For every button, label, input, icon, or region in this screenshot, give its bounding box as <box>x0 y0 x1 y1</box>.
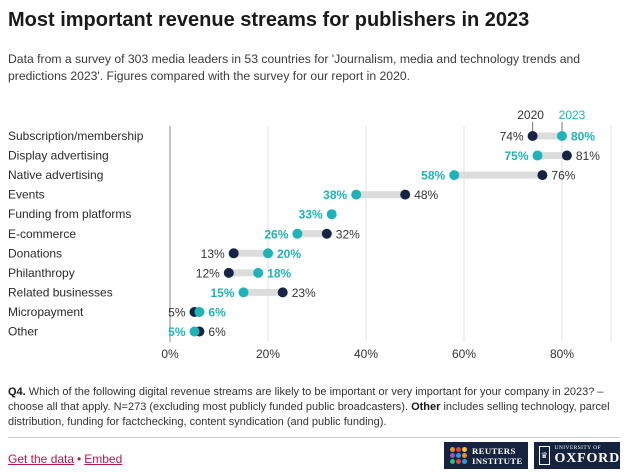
data-point-2020 <box>537 170 548 181</box>
category-label: E-commerce <box>8 227 76 241</box>
data-point-2020 <box>527 131 538 141</box>
footer-links: Get the data • Embed <box>8 452 122 466</box>
footnote: Q4. Which of the following digital reven… <box>8 385 620 430</box>
data-point-2020 <box>228 248 239 259</box>
data-point-2020 <box>223 267 234 278</box>
category-label: Related businesses <box>8 285 113 299</box>
data-point-2023 <box>449 170 460 181</box>
gridlines <box>169 126 612 342</box>
value-label-2023: 18% <box>267 266 291 280</box>
range-bar <box>297 230 327 238</box>
embed-link[interactable]: Embed <box>84 452 123 466</box>
value-label-2020: 23% <box>292 286 316 300</box>
category-label: Philanthropy <box>8 266 75 280</box>
data-point-2020 <box>400 189 411 200</box>
legend-label-2020: 2020 <box>517 108 544 122</box>
value-label-2020: 5% <box>168 305 186 319</box>
oxford-line-2: OXFORD <box>554 451 620 466</box>
value-label-2023: 5% <box>168 325 186 339</box>
footnote-text: Which of the following digital revenue s… <box>8 386 604 413</box>
value-label-2020: 6% <box>208 325 226 339</box>
oxford-line-1: UNIVERSITY OF <box>554 445 601 451</box>
category-label: Subscription/membership <box>8 129 144 143</box>
value-label-2023: 15% <box>210 286 234 300</box>
range-bar <box>454 171 543 179</box>
category-label: Funding from platforms <box>8 207 131 221</box>
value-label-2023: 58% <box>421 169 445 183</box>
data-points <box>189 131 572 337</box>
footnote-question-label: Q4. <box>8 386 26 398</box>
value-label-2020: 76% <box>551 169 575 183</box>
category-label: Micropayment <box>8 305 84 319</box>
category-label: Display advertising <box>8 149 109 163</box>
data-point-2023 <box>326 209 337 220</box>
reuters-logo-text: REUTERS INSTITUTE <box>472 446 523 466</box>
chart-subtitle: Data from a survey of 303 media leaders … <box>8 52 581 83</box>
data-point-2020 <box>321 228 332 239</box>
value-label-2020: 81% <box>576 149 600 163</box>
value-label-2023: 75% <box>504 149 528 163</box>
data-point-2020 <box>277 287 288 298</box>
value-label-2023: 80% <box>571 130 595 144</box>
value-labels: 74% 80% 75% 81% 58% 76% 38% 48% 33% 26% 32% 13% 20% 1… <box>168 130 600 340</box>
reuters-dots-icon <box>450 447 467 464</box>
x-tick-label: 0% <box>161 347 179 361</box>
value-label-2023: 20% <box>277 247 301 261</box>
data-point-2023 <box>292 228 303 239</box>
data-point-2023 <box>194 306 205 317</box>
data-point-2023 <box>238 287 249 298</box>
reuters-institute-logo[interactable]: REUTERS INSTITUTE <box>444 442 528 469</box>
data-point-2023 <box>351 189 362 200</box>
range-bar <box>532 132 562 140</box>
data-point-2023 <box>189 326 200 337</box>
data-point-2023 <box>532 150 543 161</box>
chart-title: Most important revenue streams for publi… <box>8 9 530 31</box>
footer-divider <box>8 437 620 438</box>
data-point-2020 <box>561 150 572 161</box>
link-separator: • <box>77 452 82 466</box>
range-bar <box>356 191 406 199</box>
value-label-2020: 32% <box>336 227 360 241</box>
data-point-2023 <box>253 267 264 278</box>
oxford-logo-text: UNIVERSITY OF OXFORD <box>555 445 620 466</box>
footnote-bold-term: Other <box>411 401 441 413</box>
category-labels: Subscription/membership Display advertisi… <box>8 129 144 339</box>
x-tick-label: 60% <box>452 347 476 361</box>
get-the-data-link[interactable]: Get the data <box>8 452 75 466</box>
data-point-2023 <box>557 131 567 141</box>
x-tick-label: 40% <box>354 347 378 361</box>
x-tick-label: 20% <box>256 347 280 361</box>
data-point-2023 <box>263 248 273 259</box>
value-label-2020: 48% <box>414 188 438 202</box>
range-bar <box>233 249 268 257</box>
oxford-crest-icon: ♛ <box>539 446 550 465</box>
value-label-2023: 33% <box>299 208 323 222</box>
value-label-2023: 6% <box>208 305 226 319</box>
value-label-2023: 26% <box>264 227 288 241</box>
category-label: Events <box>8 188 45 202</box>
category-label: Native advertising <box>8 168 103 182</box>
dot-range-chart: Subscription/membership Display advertisi… <box>8 108 612 361</box>
value-label-2023: 38% <box>323 188 347 202</box>
reuters-line-2: INSTITUTE <box>472 455 523 466</box>
oxford-university-logo[interactable]: ♛ UNIVERSITY OF OXFORD <box>534 442 620 469</box>
x-axis-ticks: 0% 20% 40% 60% 80% <box>161 347 574 361</box>
reuters-line-1: REUTERS <box>472 445 516 456</box>
value-label-2020: 12% <box>196 266 220 280</box>
legend-label-2023: 2023 <box>559 108 586 122</box>
category-label: Donations <box>8 246 62 260</box>
footnote-text-after: includes selling technology, parcel dist… <box>8 401 610 428</box>
range-bar <box>243 288 283 296</box>
category-label: Other <box>8 325 38 339</box>
value-label-2020: 13% <box>201 247 225 261</box>
x-tick-label: 80% <box>550 347 574 361</box>
value-label-2020: 74% <box>500 130 524 144</box>
range-bar <box>228 269 259 277</box>
legend: 2020 2023 <box>517 108 586 131</box>
range-bar <box>537 152 567 160</box>
